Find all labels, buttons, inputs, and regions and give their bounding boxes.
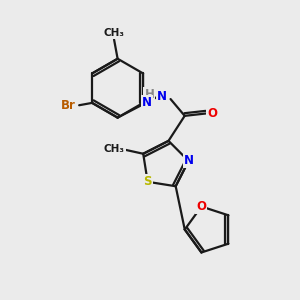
Text: O: O bbox=[196, 200, 206, 213]
Text: O: O bbox=[207, 107, 218, 120]
Text: CH₃: CH₃ bbox=[104, 144, 125, 154]
Text: CH₃: CH₃ bbox=[103, 28, 124, 38]
Text: S: S bbox=[143, 175, 152, 188]
Text: N: N bbox=[157, 90, 167, 103]
Text: Br: Br bbox=[61, 99, 75, 112]
Text: N: N bbox=[142, 96, 152, 110]
Text: N: N bbox=[184, 154, 194, 167]
Text: H: H bbox=[144, 88, 154, 100]
